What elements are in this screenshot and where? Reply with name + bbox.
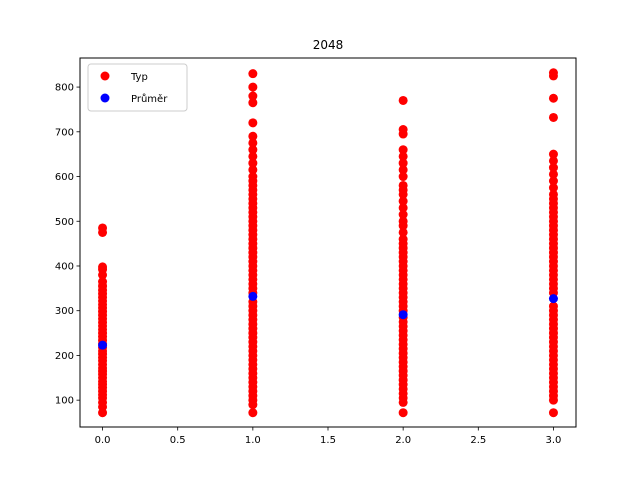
typ-point xyxy=(548,68,558,78)
typ-point xyxy=(248,69,258,79)
typ-point xyxy=(398,234,408,244)
typ-point xyxy=(548,149,558,159)
y-tick-label: 600 xyxy=(55,172,74,183)
x-tick-label: 3.0 xyxy=(546,435,562,446)
typ-point xyxy=(248,408,258,418)
y-tick-label: 500 xyxy=(55,217,74,228)
x-tick-label: 2.0 xyxy=(395,435,411,446)
y-tick-label: 300 xyxy=(55,306,74,317)
typ-point xyxy=(398,172,408,182)
x-tick-label: 2.5 xyxy=(470,435,486,446)
y-tick-label: 800 xyxy=(55,83,74,94)
typ-point xyxy=(98,223,108,233)
typ-point xyxy=(98,277,108,287)
y-tick-label: 400 xyxy=(55,261,74,272)
prumer-point xyxy=(248,291,258,301)
typ-point xyxy=(248,151,258,161)
x-tick-label: 1.5 xyxy=(320,435,336,446)
typ-point xyxy=(248,82,258,92)
typ-point xyxy=(248,172,258,182)
typ-point xyxy=(248,145,258,155)
plot-area xyxy=(98,68,558,418)
typ-point xyxy=(248,138,258,148)
legend-marker xyxy=(100,71,110,81)
typ-point xyxy=(548,176,558,186)
typ-point xyxy=(398,145,408,155)
legend-label: Typ xyxy=(130,72,148,83)
typ-point xyxy=(398,95,408,105)
typ-point xyxy=(248,98,258,108)
legend-box xyxy=(87,63,188,112)
typ-point xyxy=(398,408,408,418)
typ-point xyxy=(548,408,558,418)
legend-marker xyxy=(100,93,110,103)
prumer-point xyxy=(548,294,558,304)
typ-point xyxy=(548,93,558,103)
typ-point xyxy=(398,151,408,161)
typ-point xyxy=(548,183,558,193)
typ-point xyxy=(248,131,258,141)
chart-title: 2048 xyxy=(313,38,344,52)
prumer-point xyxy=(398,310,408,320)
x-tick-label: 0.5 xyxy=(170,435,186,446)
y-tick-label: 200 xyxy=(55,351,74,362)
typ-point xyxy=(398,158,408,168)
typ-point xyxy=(98,262,108,272)
y-tick-label: 700 xyxy=(55,127,74,138)
prumer-point xyxy=(98,340,108,350)
typ-point xyxy=(398,203,408,213)
axes: 0.0 0.5 1.0 1.5 2.0 2.5 3.0 100 200 300 400 500 600 7… xyxy=(55,57,577,446)
legend-label: Průměr xyxy=(131,93,168,105)
typ-point xyxy=(548,189,558,199)
typ-point xyxy=(398,210,408,220)
x-tick-label: 0.0 xyxy=(95,435,111,446)
typ-point xyxy=(548,301,558,311)
typ-point xyxy=(548,163,558,173)
typ-point xyxy=(398,125,408,135)
typ-point xyxy=(548,169,558,179)
typ-point xyxy=(398,180,408,190)
typ-point xyxy=(248,158,258,168)
y-tick-label: 100 xyxy=(55,396,74,407)
typ-point xyxy=(248,118,258,128)
typ-point xyxy=(398,165,408,175)
typ-point xyxy=(548,112,558,122)
legend: Typ Průměr xyxy=(87,63,188,112)
typ-point xyxy=(248,165,258,175)
typ-point xyxy=(398,216,408,226)
typ-point xyxy=(398,227,408,237)
x-tick-label: 1.0 xyxy=(245,435,261,446)
typ-point xyxy=(548,156,558,166)
typ-point xyxy=(248,91,258,101)
typ-point xyxy=(398,196,408,206)
